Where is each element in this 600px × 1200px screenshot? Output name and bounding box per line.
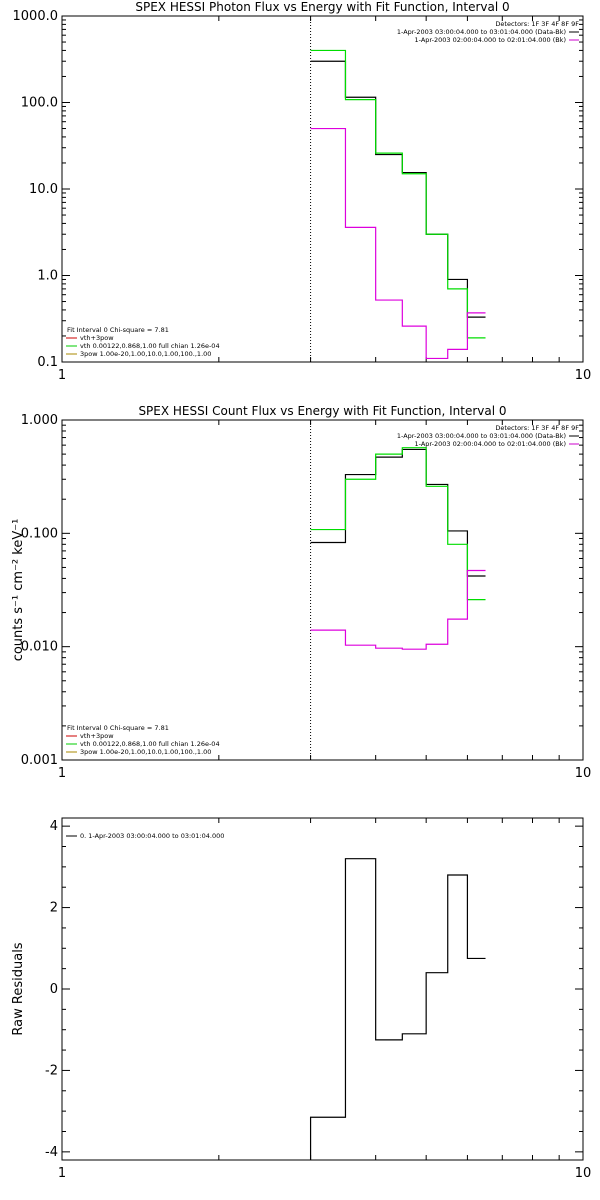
series-0-step bbox=[309, 858, 486, 1160]
y-tick-label: 0.1 bbox=[37, 355, 58, 370]
series-1-step bbox=[310, 49, 486, 339]
header-line: 1-Apr-2003 02:00:04.000 to 02:01:04.000 … bbox=[415, 36, 566, 44]
legend-entry: 3pow 1.00e-20,1.00,10.0,1.00,100.,1.00 bbox=[80, 350, 211, 358]
series-1-step bbox=[310, 447, 486, 601]
y-tick-label: 1.000 bbox=[21, 413, 58, 428]
y-tick-label: 0.100 bbox=[21, 526, 58, 541]
plot-frame bbox=[61, 419, 584, 761]
chart-panel-0: 1 10 0.1 1.0 10.0 100.0 1000.0 SPEX HESSI Photo… bbox=[13, 0, 592, 383]
header-line: 1-Apr-2003 03:00:04.000 to 03:01:04.000 … bbox=[397, 432, 566, 440]
y-axis-label: counts s⁻¹ cm⁻² keV⁻¹ bbox=[11, 519, 26, 662]
chart-panel-2: 1 10 -4 -2 0 2 4 Raw Residuals 0. 1-Apr-2003 03:… bbox=[11, 817, 592, 1181]
y-tick-label: 4 bbox=[50, 819, 58, 834]
series-2-step bbox=[310, 127, 486, 360]
y-tick-label: 10.0 bbox=[29, 182, 58, 197]
chart-panel-1: 1 10 0.001 0.010 0.100 1.000 SPEX HESSI Count … bbox=[11, 404, 591, 781]
x-tick-label: 10 bbox=[575, 368, 592, 383]
y-tick-label: 0.010 bbox=[21, 640, 58, 655]
y-tick-label: -4 bbox=[45, 1145, 58, 1160]
series-2-step bbox=[310, 569, 486, 650]
chart-title: SPEX HESSI Count Flux vs Energy with Fit… bbox=[138, 404, 506, 418]
y-tick-label: -2 bbox=[45, 1063, 58, 1078]
y-tick-label: 2 bbox=[50, 901, 58, 916]
legend-entry: vth+3pow bbox=[80, 334, 114, 342]
series-0-step bbox=[310, 448, 486, 577]
legend-entry: vth 0.00122,0.868,1.00 full chian 1.26e-… bbox=[80, 342, 220, 350]
legend-entry: Fit Interval 0 Chi-square = 7.81 bbox=[67, 724, 169, 732]
x-tick-label: 1 bbox=[58, 368, 66, 383]
x-tick-label: 10 bbox=[575, 1166, 592, 1181]
y-tick-label: 1.0 bbox=[37, 269, 58, 284]
y-axis-label: Raw Residuals bbox=[11, 942, 26, 1035]
x-tick-label: 10 bbox=[575, 766, 592, 781]
y-tick-label: 1000.0 bbox=[13, 9, 59, 24]
header-line: Detectors: 1F 3F 4F 8F 9F bbox=[495, 424, 579, 432]
series-0-step bbox=[310, 60, 486, 318]
y-tick-label: 0 bbox=[50, 982, 58, 997]
y-tick-label: 0.001 bbox=[21, 753, 58, 768]
header-line: 1-Apr-2003 03:00:04.000 to 03:01:04.000 … bbox=[397, 28, 566, 36]
x-tick-label: 1 bbox=[58, 766, 66, 781]
legend-entry: vth 0.00122,0.868,1.00 full chian 1.26e-… bbox=[80, 740, 220, 748]
chart-title: SPEX HESSI Photon Flux vs Energy with Fi… bbox=[135, 0, 509, 14]
x-tick-label: 1 bbox=[58, 1166, 66, 1181]
header-line: Detectors: 1F 3F 4F 8F 9F bbox=[495, 20, 579, 28]
header-line: 1-Apr-2003 02:00:04.000 to 02:01:04.000 … bbox=[415, 440, 566, 448]
legend-entry: 0. 1-Apr-2003 03:00:04.000 to 03:01:04.0… bbox=[80, 832, 224, 840]
legend-entry: 3pow 1.00e-20,1.00,10.0,1.00,100.,1.00 bbox=[80, 748, 211, 756]
y-tick-label: 100.0 bbox=[21, 96, 58, 111]
plot-frame bbox=[61, 15, 584, 363]
legend-entry: vth+3pow bbox=[80, 732, 114, 740]
legend-entry: Fit Interval 0 Chi-square = 7.81 bbox=[67, 326, 169, 334]
plot-frame bbox=[61, 817, 584, 1161]
